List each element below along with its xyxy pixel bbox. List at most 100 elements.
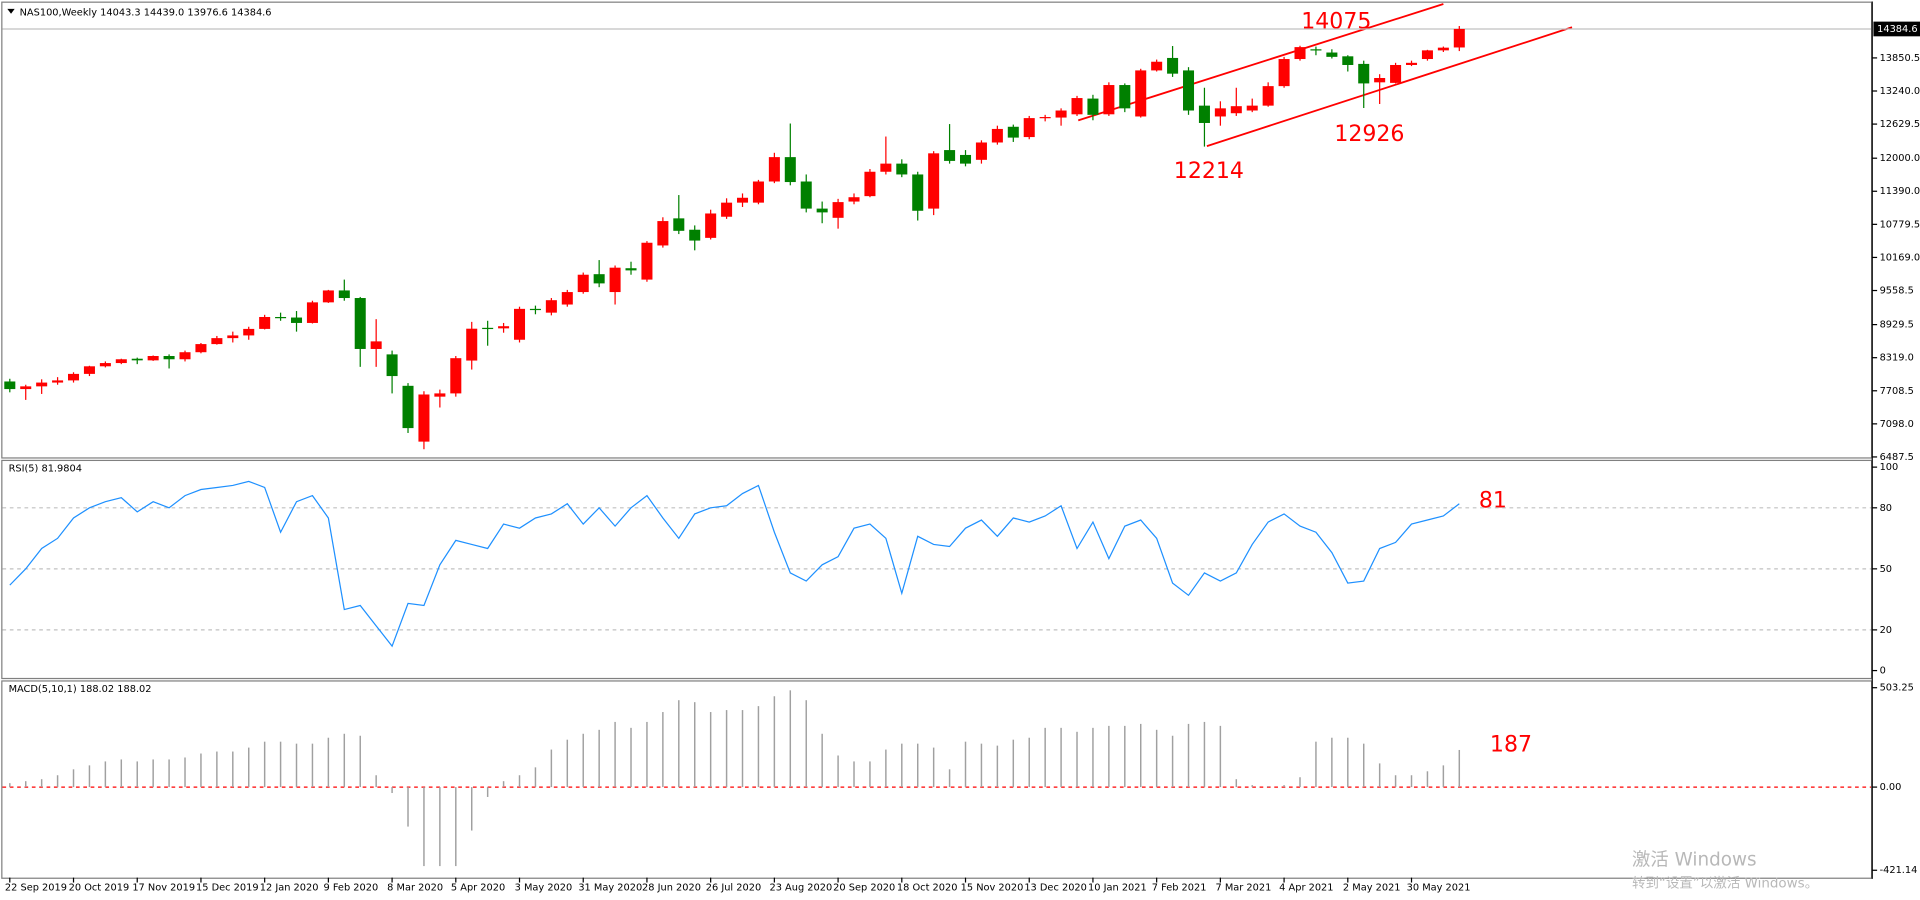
- y-tick-label: 503.25: [1880, 683, 1914, 694]
- candle-body: [434, 393, 446, 397]
- candle-body: [1071, 98, 1083, 115]
- candle-body: [1182, 70, 1195, 111]
- y-tick-label: 7708.5: [1880, 386, 1914, 397]
- candle-body: [1453, 28, 1465, 48]
- candle-body: [1278, 59, 1290, 87]
- candle-body: [529, 308, 541, 311]
- candle-body: [1342, 56, 1354, 65]
- candle-body: [450, 358, 462, 394]
- candle-body: [1390, 64, 1402, 83]
- candle-body: [1326, 52, 1338, 57]
- y-tick-label: 50: [1880, 564, 1892, 575]
- candle-body: [1262, 86, 1274, 106]
- x-tick-label: 3 May 2020: [515, 882, 573, 893]
- x-tick-label: 17 Nov 2019: [132, 882, 195, 893]
- y-tick-label: 8929.5: [1880, 320, 1914, 331]
- candle-body: [1437, 47, 1449, 51]
- y-tick-label: 80: [1880, 503, 1892, 514]
- candle-body: [306, 302, 318, 323]
- y-tick-label: 100: [1880, 462, 1899, 473]
- candle-body: [1230, 106, 1242, 114]
- candle-body: [625, 268, 637, 271]
- candle-body: [1198, 105, 1210, 123]
- y-tick-label: 13850.5: [1880, 53, 1920, 64]
- candle-body: [1214, 108, 1226, 117]
- x-tick-label: 13 Dec 2020: [1024, 882, 1087, 893]
- x-tick-label: 8 Mar 2020: [387, 882, 443, 893]
- x-tick-label: 28 Jun 2020: [642, 882, 701, 893]
- candle-body: [1007, 126, 1019, 138]
- candle-body: [848, 197, 860, 202]
- candle-body: [20, 386, 32, 390]
- candle-body: [211, 338, 223, 345]
- candle-body: [4, 381, 16, 390]
- candle-body: [784, 157, 796, 183]
- y-tick-label: 9558.5: [1880, 286, 1914, 297]
- x-tick-label: 31 May 2020: [578, 882, 642, 893]
- y-tick-label: 8319.0: [1880, 353, 1914, 364]
- candle-body: [816, 208, 828, 213]
- candle-body: [705, 213, 717, 238]
- menu-triangle[interactable]: [7, 8, 15, 14]
- candle-body: [864, 171, 876, 197]
- candle-body: [1167, 57, 1179, 74]
- candle-body: [944, 150, 956, 161]
- candle-body: [832, 202, 844, 218]
- candle-body: [1405, 62, 1418, 65]
- candle-body: [752, 181, 764, 203]
- candle-body: [1246, 105, 1258, 111]
- candle-body: [291, 317, 303, 323]
- x-tick-label: 30 May 2021: [1407, 882, 1471, 893]
- candle-body: [498, 326, 510, 329]
- x-tick-label: 22 Sep 2019: [5, 882, 67, 893]
- candle-body: [1151, 61, 1163, 71]
- candle-body: [386, 354, 398, 377]
- candle-body: [960, 154, 972, 164]
- candle-body: [673, 218, 685, 231]
- candle-body: [896, 163, 908, 175]
- x-tick-label: 26 Jul 2020: [706, 882, 761, 893]
- x-tick-label: 10 Jan 2021: [1088, 882, 1147, 893]
- candle-body: [338, 290, 350, 299]
- candle-body: [83, 366, 95, 374]
- candle-body: [354, 298, 366, 349]
- candle-body: [721, 202, 733, 217]
- annotation: 12214: [1174, 159, 1244, 184]
- candle-body: [52, 380, 64, 383]
- candle-body: [147, 356, 159, 361]
- y-tick-label: 12629.5: [1880, 119, 1920, 130]
- x-tick-label: 20 Sep 2020: [833, 882, 895, 893]
- y-tick-label: 0: [1880, 666, 1886, 677]
- x-tick-label: 15 Nov 2020: [961, 882, 1024, 893]
- x-tick-label: 12 Jan 2020: [260, 882, 319, 893]
- rsi-title: RSI(5) 81.9804: [9, 463, 82, 474]
- candle-body: [466, 328, 478, 361]
- annotation: 14075: [1301, 9, 1371, 34]
- rsi-line: [9, 480, 1460, 648]
- candle-body: [1023, 118, 1035, 138]
- candle-body: [689, 229, 701, 241]
- x-tick-label: 2 May 2021: [1343, 882, 1401, 893]
- watermark: 转到“设置”以激活 Windows。: [1632, 876, 1818, 892]
- candle-body: [275, 316, 287, 319]
- candle-body: [370, 341, 382, 349]
- candle-body: [928, 153, 940, 209]
- candle-body: [1421, 50, 1433, 60]
- candle-body: [36, 382, 48, 387]
- candle-body: [418, 394, 430, 442]
- candle-body: [991, 128, 1003, 143]
- y-tick-label: 13240.0: [1880, 86, 1920, 97]
- y-tick-label: 20: [1880, 625, 1892, 636]
- channel-lower: [1206, 26, 1573, 148]
- y-tick-label: 10779.5: [1880, 219, 1920, 230]
- candle-body: [1310, 49, 1322, 51]
- annotation: 81: [1479, 488, 1507, 513]
- candle-body: [561, 292, 573, 305]
- candle-body: [322, 290, 334, 303]
- candle-body: [1135, 70, 1147, 117]
- x-tick-label: 15 Dec 2019: [196, 882, 259, 893]
- last-price-box: [1873, 21, 1920, 37]
- y-tick-label: 6487.5: [1880, 452, 1914, 463]
